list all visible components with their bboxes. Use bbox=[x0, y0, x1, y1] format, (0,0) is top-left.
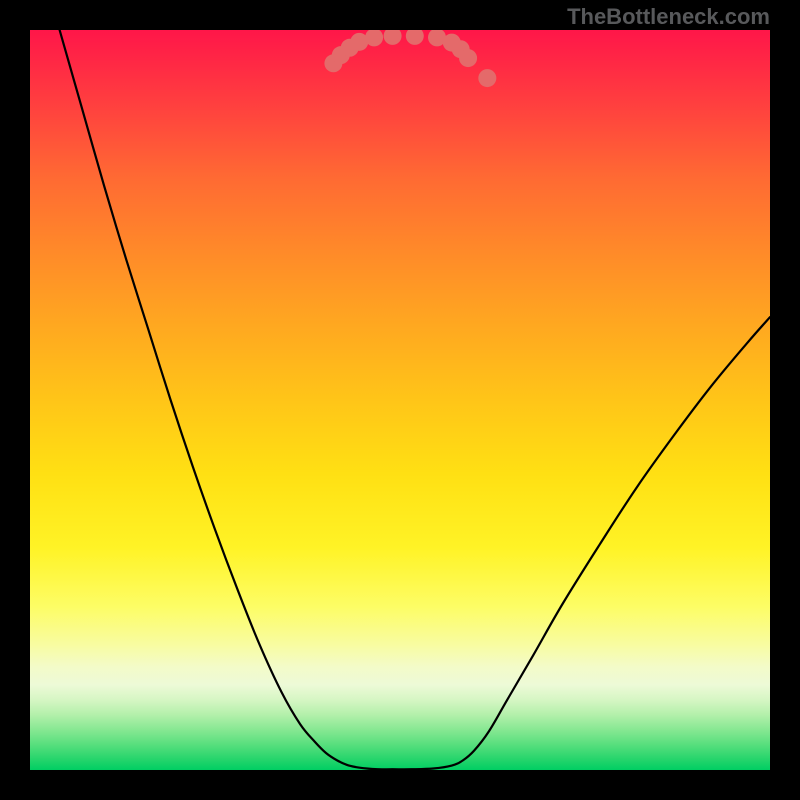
chart-svg bbox=[30, 30, 770, 770]
chart-frame: TheBottleneck.com bbox=[0, 0, 800, 800]
marker-point bbox=[478, 69, 496, 87]
gradient-background bbox=[30, 30, 770, 770]
marker-point bbox=[459, 49, 477, 67]
watermark-text: TheBottleneck.com bbox=[567, 4, 770, 30]
plot-area bbox=[30, 30, 770, 770]
